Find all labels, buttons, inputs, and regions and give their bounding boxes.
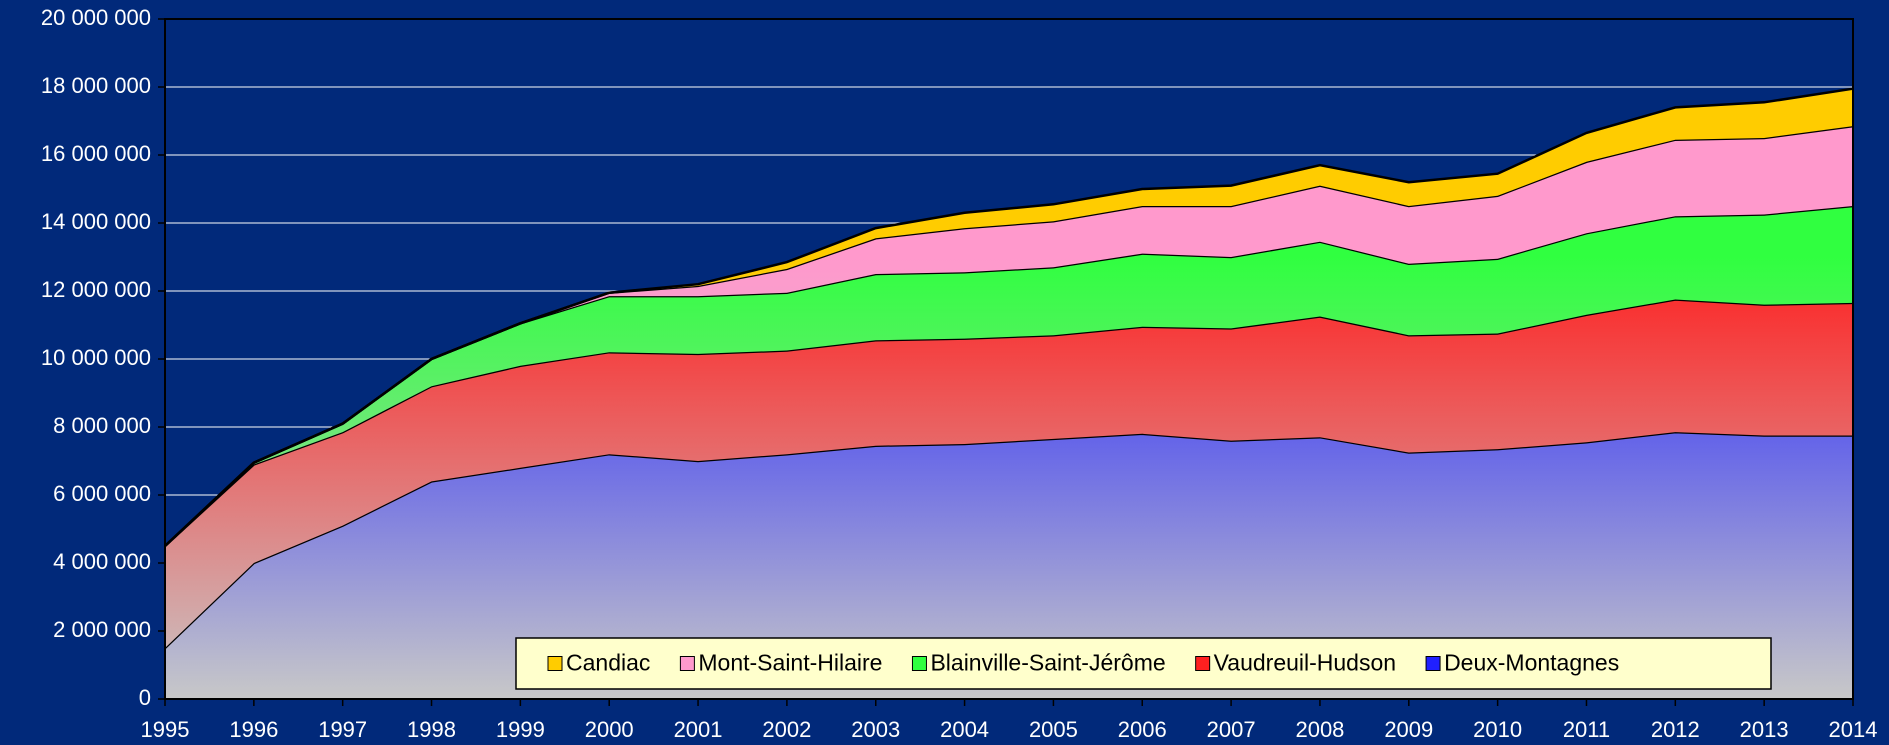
x-tick-label: 1999: [496, 717, 545, 742]
legend-swatch: [911, 656, 927, 671]
y-tick-label: 12 000 000: [41, 277, 151, 302]
x-tick-label: 1997: [318, 717, 367, 742]
x-tick-label: 2002: [762, 717, 811, 742]
y-tick-label: 0: [139, 685, 151, 710]
y-tick-label: 2 000 000: [53, 617, 151, 642]
legend: Candiac Mont-Saint-Hilaire Blainville-Sain…: [515, 637, 1772, 690]
area: [165, 88, 1853, 546]
y-tick-label: 16 000 000: [41, 141, 151, 166]
x-tick-label: 2003: [851, 717, 900, 742]
x-tick-label: 1998: [407, 717, 456, 742]
x-tick-label: 2006: [1118, 717, 1167, 742]
legend-label: Deux-Montagnes: [1444, 650, 1619, 676]
legend-swatch: [1425, 656, 1441, 671]
legend-box: [515, 637, 1772, 690]
legend-label: Candiac: [566, 650, 650, 676]
y-tick-label: 18 000 000: [41, 73, 151, 98]
x-tick-label: 2009: [1384, 717, 1433, 742]
x-tick-label: 2004: [940, 717, 989, 742]
x-tick-label: 2007: [1207, 717, 1256, 742]
y-tick-label: 4 000 000: [53, 549, 151, 574]
y-tick-label: 14 000 000: [41, 209, 151, 234]
x-tick-label: 2012: [1651, 717, 1700, 742]
y-tick-label: 10 000 000: [41, 345, 151, 370]
x-tick-label: 2005: [1029, 717, 1078, 742]
x-tick-label: 2011: [1563, 717, 1610, 742]
x-tick-label: 2014: [1829, 717, 1878, 742]
y-tick-label: 6 000 000: [53, 481, 151, 506]
y-tick-label: 20 000 000: [41, 5, 151, 30]
area: [165, 126, 1853, 546]
legend-label: Mont-Saint-Hilaire: [698, 650, 882, 676]
area: [165, 206, 1853, 546]
x-tick-label: 2008: [1295, 717, 1344, 742]
x-tick-label: 2000: [585, 717, 634, 742]
legend-swatch: [1195, 656, 1211, 671]
plot-border: [164, 18, 1854, 700]
y-tick-label: 8 000 000: [53, 413, 151, 438]
area: [165, 299, 1853, 648]
legend-swatch: [547, 656, 563, 671]
x-tick-label: 2010: [1473, 717, 1522, 742]
area-edge: [164, 87, 1854, 547]
x-tick-label: 1995: [141, 717, 190, 742]
area: [165, 432, 1853, 699]
legend-label: Vaudreuil-Hudson: [1214, 650, 1396, 676]
legend-swatch: [679, 656, 695, 671]
x-tick-label: 2001: [674, 717, 723, 742]
x-tick-label: 2013: [1740, 717, 1789, 742]
legend-label: Blainville-Saint-Jérôme: [930, 650, 1165, 676]
x-tick-label: 1996: [229, 717, 278, 742]
